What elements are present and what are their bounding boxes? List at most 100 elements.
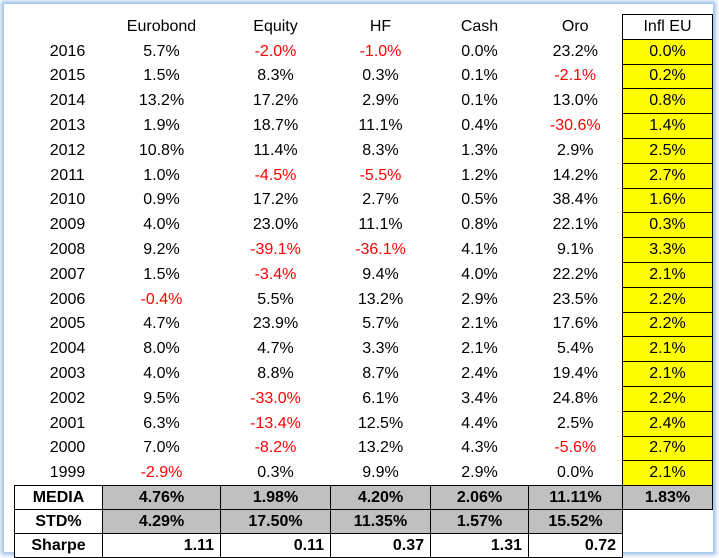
infl-eu-cell: 1.6%: [622, 188, 713, 214]
cash-cell: 4.4%: [461, 414, 498, 432]
media-eurobond: 4.76%: [102, 485, 221, 511]
header-cash: Cash: [460, 17, 499, 35]
oro-cell: 38.4%: [552, 191, 598, 209]
table-row: 2013 1.9% 18.7% 11.1% 0.4% -30.6% 1.4%: [15, 113, 713, 139]
infl-eu-cell: 3.3%: [622, 237, 713, 263]
year-cell: 2004: [49, 340, 86, 358]
hf-cell: 5.7%: [362, 315, 399, 333]
cash-cell: 4.3%: [461, 439, 498, 457]
infl-eu-cell: 2.7%: [622, 436, 713, 462]
hf-cell: 8.3%: [362, 141, 399, 159]
hf-cell: 11.1%: [358, 117, 403, 135]
std-label: STD%: [14, 509, 103, 535]
cash-cell: 1.3%: [461, 141, 498, 159]
media-cash: 2.06%: [430, 485, 529, 511]
table-row: 2010 0.9% 17.2% 2.7% 0.5% 38.4% 1.6%: [15, 188, 713, 214]
equity-cell: 11.4%: [253, 141, 298, 159]
header-infl-eu: Infl EU: [622, 14, 713, 40]
oro-cell: 2.5%: [557, 414, 594, 432]
equity-cell: -3.4%: [254, 265, 297, 283]
equity-cell: 23.0%: [252, 216, 299, 234]
eurobond-cell: 4.0%: [143, 216, 180, 234]
year-cell: 2009: [49, 216, 86, 234]
cash-cell: 4.1%: [461, 241, 498, 259]
cash-cell: 1.2%: [461, 166, 498, 184]
year-cell: 2011: [50, 166, 85, 184]
eurobond-cell: 7.0%: [143, 439, 180, 457]
sharpe-cash: 1.31: [430, 533, 529, 558]
header-equity: Equity: [253, 17, 298, 35]
hf-cell: 0.3%: [362, 67, 399, 85]
equity-cell: -4.5%: [254, 166, 297, 184]
infl-eu-cell: 0.0%: [622, 39, 713, 65]
table-row: 2016 5.7% -2.0% -1.0% 0.0% 23.2% 0.0%: [15, 39, 713, 65]
equity-cell: 17.2%: [252, 92, 299, 110]
year-cell: 2014: [49, 92, 86, 110]
eurobond-cell: 10.8%: [138, 141, 185, 159]
oro-cell: 22.1%: [552, 216, 598, 234]
equity-cell: 23.9%: [252, 315, 299, 333]
oro-cell: 13.0%: [552, 92, 598, 110]
hf-cell: 12.5%: [357, 414, 404, 432]
year-cell: 2005: [49, 315, 86, 333]
eurobond-cell: 8.0%: [143, 340, 180, 358]
hf-cell: 11.1%: [358, 216, 403, 234]
year-cell: 2006: [49, 290, 86, 308]
sharpe-label: Sharpe: [14, 533, 103, 558]
hf-cell: 3.3%: [362, 340, 399, 358]
eurobond-cell: 4.0%: [143, 365, 180, 383]
hf-cell: -36.1%: [355, 241, 406, 259]
hf-cell: -1.0%: [359, 42, 402, 60]
header-oro: Oro: [561, 17, 589, 35]
infl-eu-cell: 2.5%: [622, 138, 713, 164]
cash-cell: 2.9%: [461, 463, 498, 481]
infl-eu-cell: 2.2%: [622, 386, 713, 412]
media-row: MEDIA 4.76% 1.98% 4.20% 2.06% 11.11% 1.8…: [14, 485, 713, 511]
table-row: 2012 10.8% 11.4% 8.3% 1.3% 2.9% 2.5%: [15, 138, 713, 164]
table-row: 2003 4.0% 8.8% 8.7% 2.4% 19.4% 2.1%: [15, 361, 713, 387]
oro-cell: -2.1%: [554, 67, 597, 85]
infl-eu-cell: 1.4%: [622, 113, 713, 139]
eurobond-cell: 5.7%: [143, 42, 180, 60]
infl-eu-cell: 2.1%: [622, 361, 713, 387]
equity-cell: -33.0%: [250, 389, 301, 407]
oro-cell: 2.9%: [557, 141, 594, 159]
table-row: 1999 -2.9% 0.3% 9.9% 2.9% 0.0% 2.1%: [15, 460, 713, 487]
table-row: 2014 13.2% 17.2% 2.9% 0.1% 13.0% 0.8%: [15, 88, 713, 115]
sharpe-empty: [623, 534, 713, 558]
year-cell: 1999: [49, 463, 86, 481]
equity-cell: 4.7%: [257, 340, 294, 358]
oro-cell: 0.0%: [557, 463, 594, 481]
infl-eu-cell: 2.1%: [622, 336, 713, 363]
year-cell: 2013: [49, 117, 86, 135]
hf-cell: 8.7%: [362, 365, 399, 383]
oro-cell: 23.5%: [552, 290, 598, 308]
returns-table: Eurobond Equity HF Cash Oro Infl EU 2016…: [14, 14, 713, 558]
eurobond-cell: 1.5%: [143, 67, 180, 85]
eurobond-cell: -0.4%: [140, 290, 183, 308]
eurobond-cell: 1.0%: [143, 166, 180, 184]
infl-eu-cell: 0.8%: [622, 88, 713, 115]
year-cell: 2002: [49, 389, 86, 407]
oro-cell: 5.4%: [557, 340, 594, 358]
sharpe-eurobond: 1.11: [102, 533, 221, 558]
year-cell: 2012: [49, 141, 86, 159]
year-cell: 2008: [49, 241, 86, 259]
infl-eu-cell: 2.4%: [622, 411, 713, 437]
year-cell: 2001: [49, 414, 86, 432]
cash-cell: 2.9%: [461, 290, 498, 308]
cash-cell: 0.1%: [461, 67, 498, 85]
eurobond-cell: 1.9%: [143, 117, 180, 135]
hf-cell: 6.1%: [362, 389, 399, 407]
equity-cell: 17.2%: [252, 191, 299, 209]
infl-eu-cell: 2.2%: [622, 287, 713, 313]
year-cell: 2000: [49, 439, 86, 457]
infl-eu-cell: 2.7%: [622, 163, 713, 189]
equity-cell: 8.3%: [257, 67, 294, 85]
media-label: MEDIA: [14, 485, 103, 511]
table-row: 2008 9.2% -39.1% -36.1% 4.1% 9.1% 3.3%: [15, 237, 713, 263]
oro-cell: 17.6%: [552, 315, 598, 333]
std-hf: 11.35%: [330, 509, 431, 535]
eurobond-cell: 4.7%: [143, 315, 180, 333]
cash-cell: 4.0%: [461, 265, 498, 283]
